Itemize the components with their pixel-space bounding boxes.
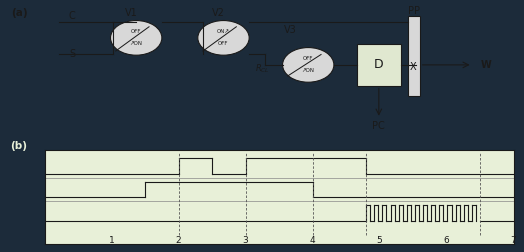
Bar <box>357 44 401 86</box>
Text: ON↗: ON↗ <box>217 29 230 35</box>
Text: V1: V1 <box>125 8 137 18</box>
Text: OFF: OFF <box>131 29 141 35</box>
Text: OFF: OFF <box>303 56 313 61</box>
Text: 3: 3 <box>243 236 248 245</box>
Bar <box>408 16 420 96</box>
Text: 6: 6 <box>444 236 450 245</box>
Text: 5: 5 <box>377 236 383 245</box>
Circle shape <box>282 48 334 82</box>
Text: S: S <box>69 49 75 59</box>
Text: X: X <box>410 62 417 72</box>
Text: 4: 4 <box>310 236 315 245</box>
Circle shape <box>111 21 162 55</box>
Text: (b): (b) <box>10 141 27 151</box>
Text: ↗ON: ↗ON <box>129 41 143 46</box>
Text: $R_{CL}$: $R_{CL}$ <box>255 62 269 75</box>
Text: V3: V3 <box>284 25 297 36</box>
Text: C: C <box>69 11 75 21</box>
Text: W: W <box>480 60 491 70</box>
Text: OFF: OFF <box>218 41 229 46</box>
Text: 7: 7 <box>511 236 516 245</box>
Text: (a): (a) <box>12 8 28 18</box>
Text: PP: PP <box>408 6 420 16</box>
Text: ↗ON: ↗ON <box>302 68 315 73</box>
Text: V2: V2 <box>212 8 225 18</box>
Circle shape <box>198 21 249 55</box>
Text: 2: 2 <box>176 236 181 245</box>
Text: 1: 1 <box>108 236 114 245</box>
Text: PC: PC <box>373 120 385 131</box>
Text: D: D <box>374 58 384 71</box>
